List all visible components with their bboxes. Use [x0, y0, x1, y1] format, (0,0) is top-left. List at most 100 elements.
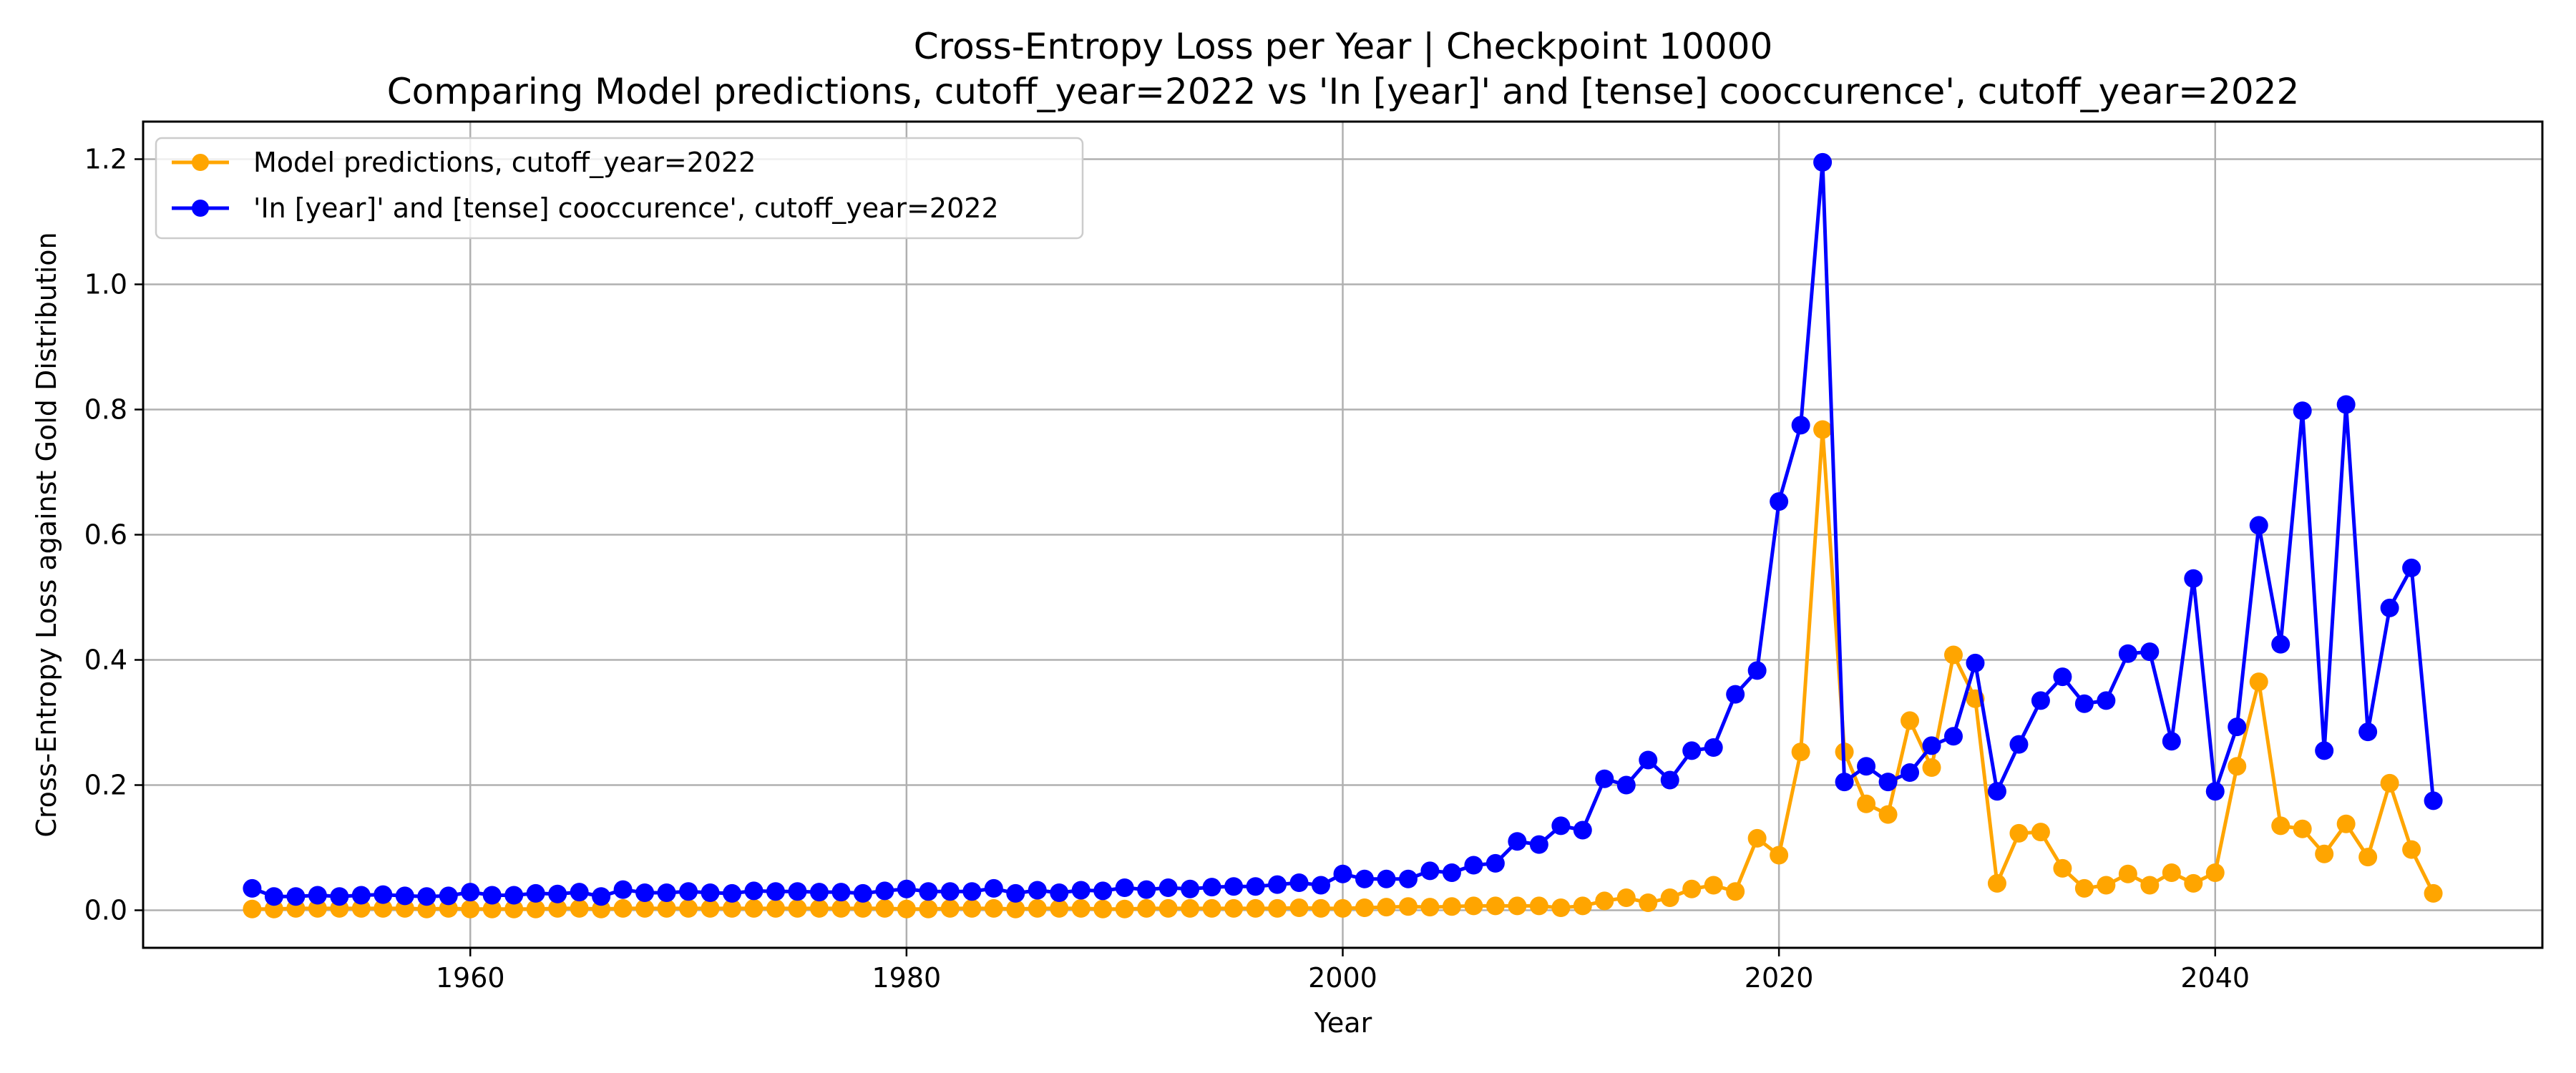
y-tick-label: 1.0	[84, 269, 127, 300]
series-1-point	[548, 898, 567, 918]
series-2-point	[657, 883, 676, 902]
series-1-point	[2336, 814, 2356, 833]
series-1-point	[351, 898, 371, 918]
series-2-point	[1943, 727, 1963, 746]
x-tick-label: 1960	[436, 962, 505, 994]
series-2-point	[2074, 694, 2094, 713]
series-2-point	[919, 882, 938, 901]
series-1-point	[2184, 873, 2203, 893]
series-1-point	[613, 898, 633, 918]
series-1-point	[962, 898, 982, 918]
series-1-point	[482, 899, 502, 918]
series-1-point	[2380, 773, 2399, 793]
series-1-point	[723, 898, 742, 918]
series-2-point	[1616, 775, 1636, 795]
series-1-point	[2140, 876, 2160, 895]
y-tick-label: 0.6	[84, 519, 127, 551]
series-1-point	[1377, 898, 1396, 917]
series-1-point	[2402, 840, 2421, 859]
legend-swatch-marker-1	[192, 154, 209, 171]
x-tick-label: 2020	[1745, 962, 1814, 994]
series-1-point	[1398, 897, 1418, 916]
series-1-point	[1050, 898, 1069, 918]
y-tick-label: 1.2	[84, 144, 127, 175]
series-2-point	[2184, 569, 2203, 588]
series-2-point	[1639, 750, 1658, 770]
series-1-point	[766, 898, 785, 918]
series-2-point	[2424, 791, 2443, 810]
series-2-point	[461, 883, 480, 902]
series-2-point	[1246, 877, 1265, 896]
series-2-point	[2009, 735, 2029, 754]
series-2-point	[1987, 782, 2006, 801]
series-1-point	[1791, 743, 1810, 762]
series-2-point	[243, 878, 262, 898]
series-1-point	[1639, 893, 1658, 912]
y-axis-ticks: 0.0 0.2 0.4 0.6 0.8 1.0 1.2	[84, 144, 143, 926]
series-2-point	[2053, 667, 2072, 687]
series-1-point	[2424, 883, 2443, 903]
series-2-point	[1595, 769, 1614, 788]
series-2-point	[1006, 883, 1025, 903]
series-2-point	[439, 886, 458, 906]
x-tick-label: 2040	[2180, 962, 2250, 994]
series-2-point	[897, 879, 916, 898]
series-1-point	[2293, 819, 2312, 838]
series-2-point	[1377, 869, 1396, 888]
series-2-point	[1115, 878, 1134, 897]
series-1-point	[2315, 844, 2334, 863]
series-1-point	[1726, 882, 1745, 901]
series-2-point	[853, 883, 872, 903]
series-1-point	[2205, 863, 2225, 882]
series-1-point	[1224, 898, 1244, 918]
series-1-point	[2358, 848, 2378, 867]
series-1-point	[1485, 896, 1505, 916]
x-axis-label: Year	[1314, 1007, 1372, 1039]
series-1-point	[1464, 896, 1483, 916]
series-1-point	[919, 899, 938, 918]
x-tick-label: 1980	[872, 962, 942, 994]
series-2-point	[417, 887, 436, 906]
series-1-point	[1071, 898, 1091, 918]
series-1-point	[635, 898, 655, 918]
series-2-point	[1137, 880, 1156, 899]
series-2-point	[613, 880, 633, 899]
series-1-point	[1616, 888, 1636, 907]
series-1-point	[1878, 805, 1898, 824]
series-2-point	[809, 883, 829, 902]
series-2-point	[1398, 869, 1418, 888]
series-2-point	[1464, 856, 1483, 875]
series-2-point	[2118, 644, 2137, 663]
series-2-point	[701, 883, 720, 902]
series-1-point	[2097, 876, 2116, 895]
series-2-point	[548, 884, 567, 903]
series-2-point	[2315, 741, 2334, 760]
series-1-point	[374, 898, 393, 918]
series-1-point	[897, 899, 916, 918]
series-1-point	[1595, 891, 1614, 911]
series-2-point	[2293, 401, 2312, 421]
series-1-point	[701, 898, 720, 918]
series-2-point	[1682, 741, 1702, 760]
series-1-point	[1770, 846, 1789, 865]
series-1-point	[243, 899, 262, 918]
series-1-point	[1246, 898, 1265, 918]
series-1-point	[1289, 898, 1309, 917]
series-1-point	[1355, 898, 1374, 917]
series-1-point	[1987, 873, 2006, 893]
series-1-point	[1508, 896, 1527, 916]
series-2-point	[1071, 881, 1091, 900]
series-2-point	[2162, 732, 2181, 751]
series-2-point	[351, 886, 371, 905]
series-2-point	[1420, 861, 1440, 881]
legend: Model predictions, cutoff_year=2022 'In …	[155, 137, 1084, 240]
series-1-point	[1202, 898, 1221, 918]
series-2-point	[592, 887, 611, 906]
series-1-point	[1704, 876, 1723, 895]
series-2-point	[962, 882, 982, 901]
series-2-point	[1770, 492, 1789, 511]
series-2-point	[395, 886, 414, 906]
series-2-point	[2271, 635, 2290, 654]
series-2-point	[1922, 736, 1941, 755]
